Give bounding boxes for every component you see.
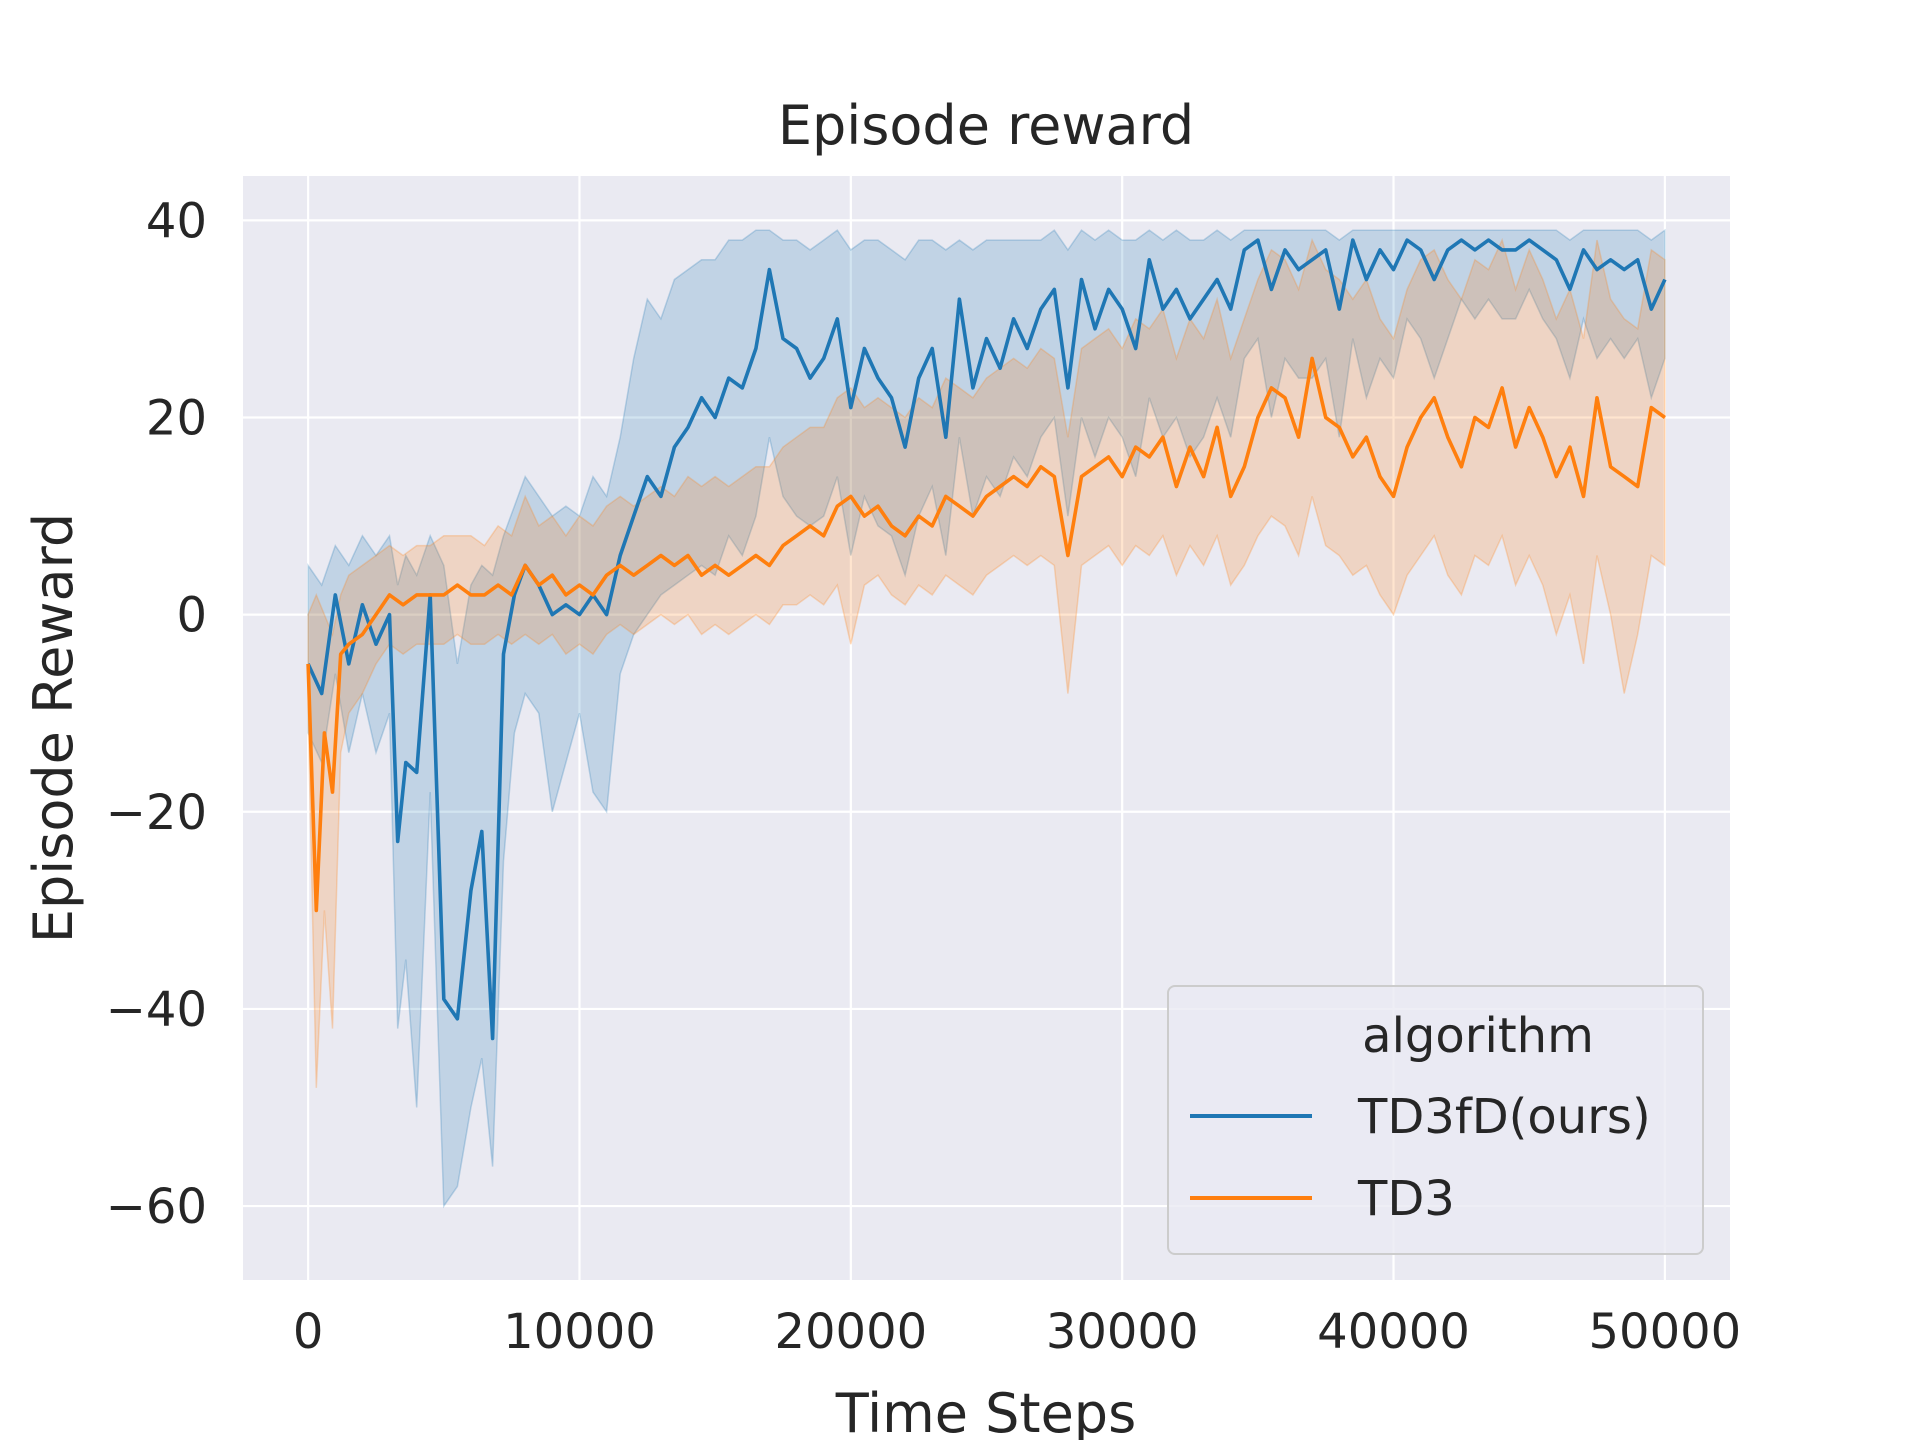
line-td3fd-ours	[306, 238, 1667, 1041]
line-td3	[306, 356, 1666, 913]
x-tick-label: 20000	[774, 1304, 927, 1360]
confidence-bands	[307, 228, 1666, 1209]
chart-title: Episode reward	[778, 94, 1194, 157]
legend: algorithm TD3fD(ours) TD3	[1167, 985, 1704, 1255]
x-tick-label: 40000	[1317, 1304, 1470, 1360]
band-td3fd-ours	[307, 228, 1666, 1209]
y-tick-label: 40	[146, 193, 207, 249]
y-tick-label: −20	[106, 785, 207, 841]
band-td3	[307, 237, 1666, 1088]
x-tick-label: 50000	[1589, 1304, 1742, 1360]
legend-box	[1167, 985, 1704, 1255]
series-lines	[306, 238, 1667, 1041]
x-tick-label: 0	[293, 1304, 324, 1360]
tick-labels: 0 10000 20000 30000 40000 50000 −60 −40 −20 0 20 40	[106, 193, 1742, 1360]
y-tick-label: 20	[146, 391, 207, 447]
y-tick-label: 0	[176, 588, 207, 644]
x-tick-label: 30000	[1046, 1304, 1199, 1360]
legend-label-td3fd: TD3fD(ours)	[1357, 1089, 1651, 1145]
legend-title: algorithm	[1362, 1008, 1594, 1064]
legend-label-td3: TD3	[1357, 1171, 1455, 1227]
x-axis-label: Time Steps	[835, 1382, 1136, 1440]
y-axis-label: Episode Reward	[22, 513, 85, 943]
y-tick-label: −60	[106, 1179, 207, 1235]
x-tick-label: 10000	[503, 1304, 656, 1360]
y-tick-label: −40	[106, 982, 207, 1038]
